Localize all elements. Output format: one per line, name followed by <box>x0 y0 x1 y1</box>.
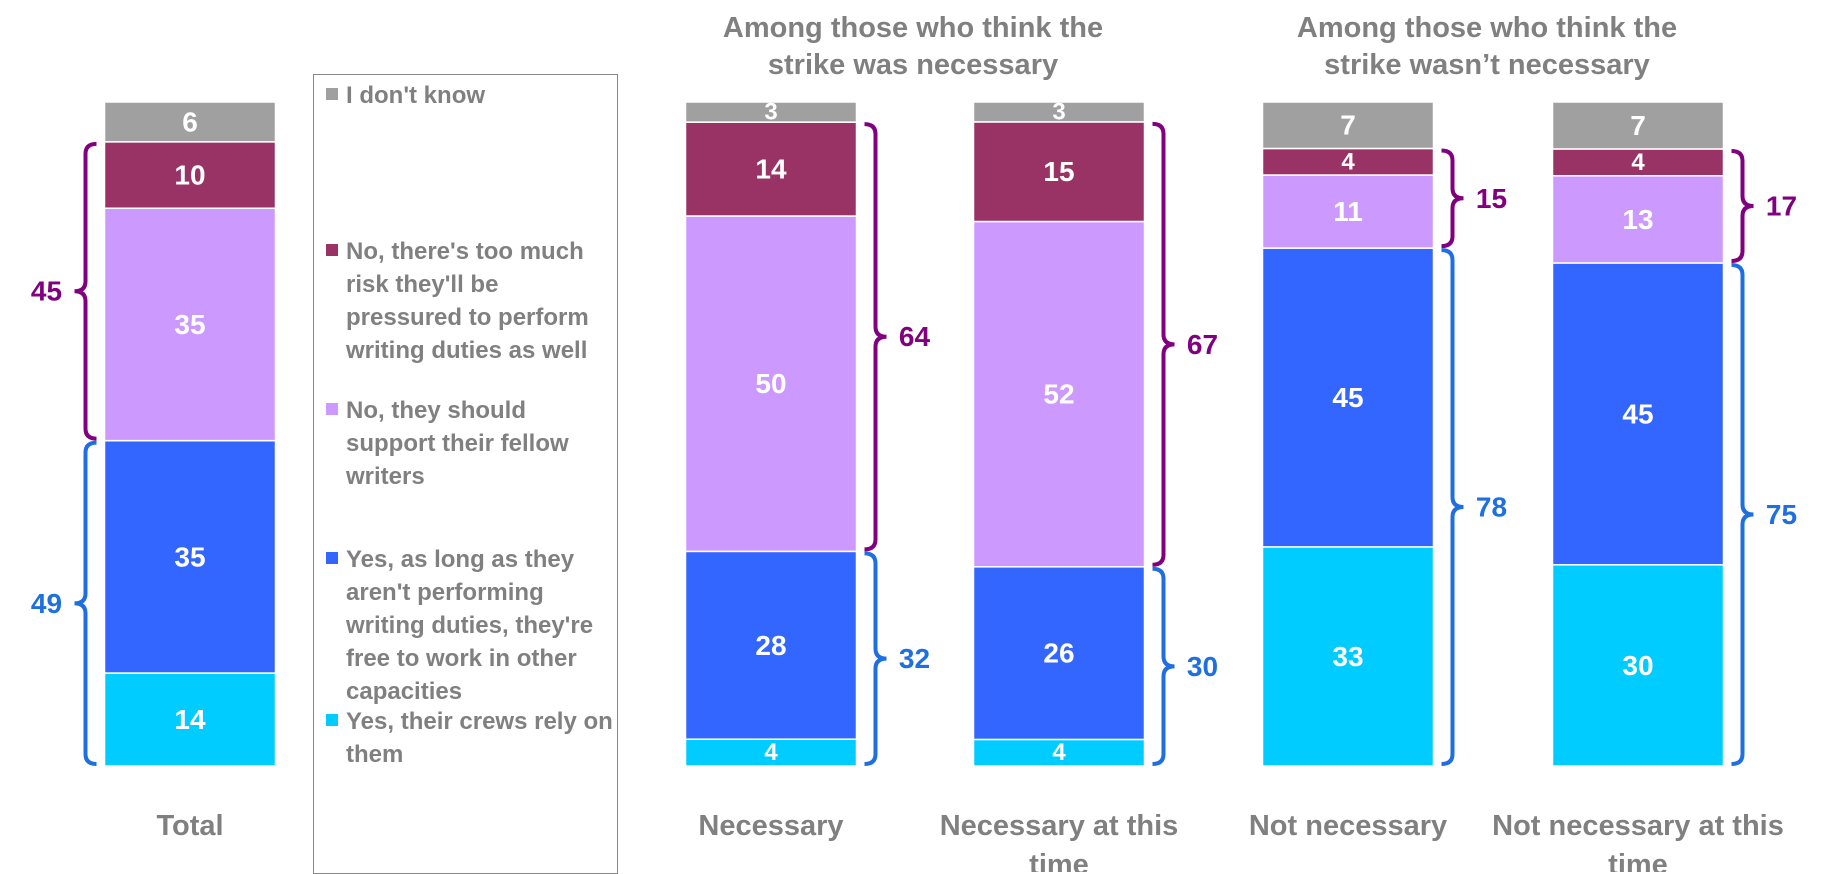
bracket <box>1731 148 1754 263</box>
bracket-total-label: 64 <box>899 321 931 352</box>
data-label: 33 <box>1332 641 1363 672</box>
bracket <box>1731 262 1754 766</box>
data-label: 30 <box>1622 650 1653 681</box>
bracket <box>74 141 97 441</box>
legend-item-no-support: No, they should support their fellow wri… <box>326 394 614 493</box>
legend-item-dont-know: I don't know <box>326 79 614 112</box>
group-title: Among those who think the <box>1297 12 1677 44</box>
bracket-total-label: 49 <box>31 588 62 619</box>
group-title: strike was necessary <box>768 49 1058 81</box>
bar-segment <box>684 101 858 123</box>
legend-item-yes-capacities: Yes, as long as they aren't performing w… <box>326 543 614 708</box>
legend-label-no-support: No, they should support their fellow wri… <box>346 397 569 490</box>
legend-swatch-no-risk <box>326 244 338 256</box>
data-label: 50 <box>755 368 786 399</box>
legend-label-yes-capacities: Yes, as long as they aren't performing w… <box>346 546 594 705</box>
bar-segment <box>103 141 277 209</box>
bracket-total-label: 67 <box>1187 329 1218 360</box>
data-label: 45 <box>1622 398 1653 429</box>
data-label: 14 <box>755 154 787 185</box>
bar-segment <box>1551 175 1725 264</box>
bracket <box>1441 248 1464 766</box>
data-label: 15 <box>1043 156 1074 187</box>
bar-segment <box>1551 148 1725 177</box>
data-label: 7 <box>1340 110 1356 141</box>
bar-segment <box>1551 564 1725 767</box>
legend-item-no-risk: No, there's too much risk they'll be pre… <box>326 235 614 367</box>
bar-segment <box>684 550 858 740</box>
data-label: 26 <box>1043 638 1074 669</box>
data-label: 4 <box>1052 739 1066 766</box>
data-label: 45 <box>1332 382 1363 413</box>
bar-segment <box>972 101 1146 123</box>
data-label: 7 <box>1630 110 1646 141</box>
bar-segment <box>684 121 858 217</box>
data-label: 28 <box>755 630 786 661</box>
bar-segment <box>1261 247 1435 548</box>
bar-segment <box>972 220 1146 568</box>
bracket <box>1441 148 1464 249</box>
legend-label-no-risk: No, there's too much risk they'll be pre… <box>346 238 589 364</box>
bar-segment <box>1261 546 1435 767</box>
bracket <box>74 440 97 766</box>
legend-label-yes-crews: Yes, their crews rely on them <box>346 708 613 768</box>
data-label: 3 <box>1052 98 1065 125</box>
bracket-total-label: 45 <box>31 276 62 307</box>
legend: I don't know No, there's too much risk t… <box>313 74 618 874</box>
legend-label-dont-know: I don't know <box>346 82 486 109</box>
category-label: time <box>1029 849 1089 872</box>
legend-swatch-no-support <box>326 403 338 415</box>
bar-segment <box>684 738 858 767</box>
data-label: 14 <box>174 704 206 735</box>
category-label: Necessary <box>698 810 843 842</box>
category-label: Not necessary at this <box>1492 810 1784 842</box>
data-label: 3 <box>764 99 777 126</box>
group-title: Among those who think the <box>723 12 1103 44</box>
data-label: 10 <box>174 160 205 191</box>
category-label: Total <box>156 810 223 842</box>
data-label: 35 <box>174 541 205 572</box>
legend-swatch-yes-capacities <box>326 552 338 564</box>
bracket-total-label: 75 <box>1766 499 1797 530</box>
legend-swatch-dont-know <box>326 88 338 100</box>
bar-segment <box>103 439 277 674</box>
data-label: 4 <box>1631 149 1645 176</box>
bar-segment <box>1261 101 1435 150</box>
data-label: 4 <box>764 739 778 766</box>
bracket <box>864 122 887 552</box>
legend-swatch-yes-crews <box>326 714 338 726</box>
data-label: 6 <box>182 106 198 137</box>
data-label: 13 <box>1622 204 1653 235</box>
bracket-total-label: 32 <box>899 643 930 674</box>
bracket-total-label: 17 <box>1766 190 1797 221</box>
bracket-total-label: 15 <box>1476 183 1507 214</box>
legend-item-yes-crews: Yes, their crews rely on them <box>326 705 614 771</box>
bracket-total-label: 78 <box>1476 492 1507 523</box>
bar-segment <box>972 121 1146 223</box>
bar-segment <box>1261 174 1435 249</box>
category-label: Not necessary <box>1249 810 1447 842</box>
data-label: 11 <box>1333 196 1363 227</box>
data-label: 35 <box>174 309 205 340</box>
bar-segment <box>1551 101 1725 150</box>
category-label: Necessary at this <box>940 810 1179 842</box>
data-label: 52 <box>1043 379 1074 410</box>
group-title: strike wasn’t necessary <box>1324 49 1650 81</box>
bar-segment <box>972 566 1146 741</box>
bracket <box>1152 121 1175 567</box>
bar-segment <box>103 672 277 767</box>
data-label: 4 <box>1341 148 1355 175</box>
bracket <box>864 551 887 766</box>
bar-segment <box>684 215 858 553</box>
bar-segment <box>1551 262 1725 566</box>
category-label: time <box>1608 849 1668 872</box>
bracket <box>1152 566 1175 766</box>
bracket-total-label: 30 <box>1187 651 1218 682</box>
bar-segment <box>103 101 277 143</box>
